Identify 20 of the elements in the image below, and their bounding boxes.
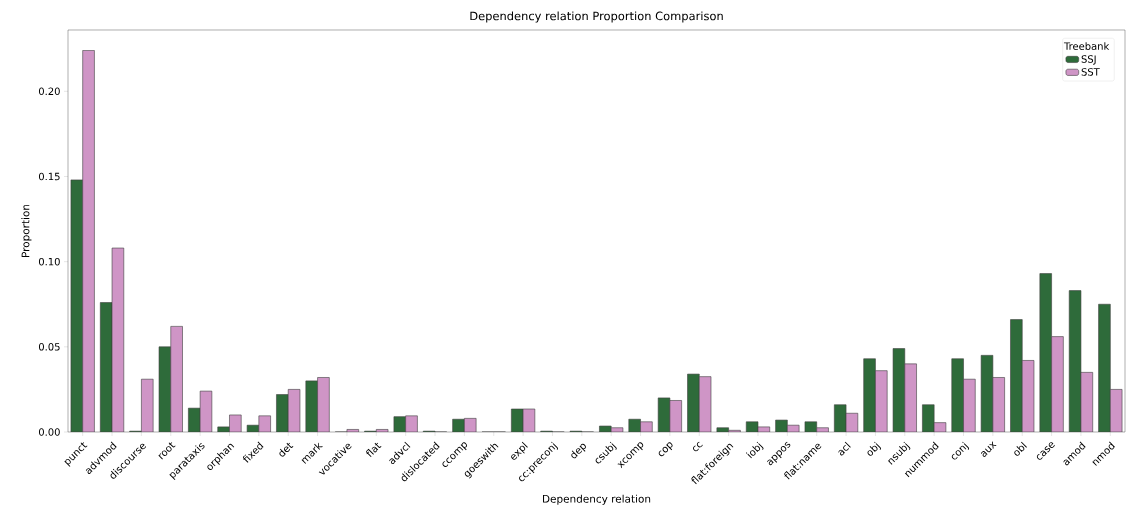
y-tick-label: 0.05	[38, 343, 60, 351]
y-tick-label: 0.00	[38, 428, 60, 436]
legend-label: SST	[1081, 68, 1100, 76]
x-tick-label: flat	[366, 442, 382, 458]
x-tick-label: iobj	[745, 441, 764, 459]
x-tick-label: acl	[838, 441, 851, 456]
x-axis-title: Dependency relation	[543, 494, 651, 505]
y-tick-label: 0.20	[38, 87, 60, 96]
x-tick-label: obl	[1014, 441, 1027, 456]
chart-title: Dependency relation Proportion Comparison	[470, 11, 723, 23]
y-tick-label: 0.15	[38, 172, 60, 181]
x-tick-label: aux	[980, 441, 997, 457]
x-tick-label: det	[279, 442, 294, 457]
x-tick-label: obj	[867, 441, 881, 456]
x-tick-label: cop	[658, 442, 673, 457]
y-tick-label: 0.10	[38, 257, 60, 266]
y-axis-title: Proportion	[21, 204, 32, 257]
x-tick-label: dep	[571, 443, 586, 459]
legend-label: SSJ	[1081, 55, 1096, 65]
legend-title: Treebank	[1063, 42, 1110, 50]
